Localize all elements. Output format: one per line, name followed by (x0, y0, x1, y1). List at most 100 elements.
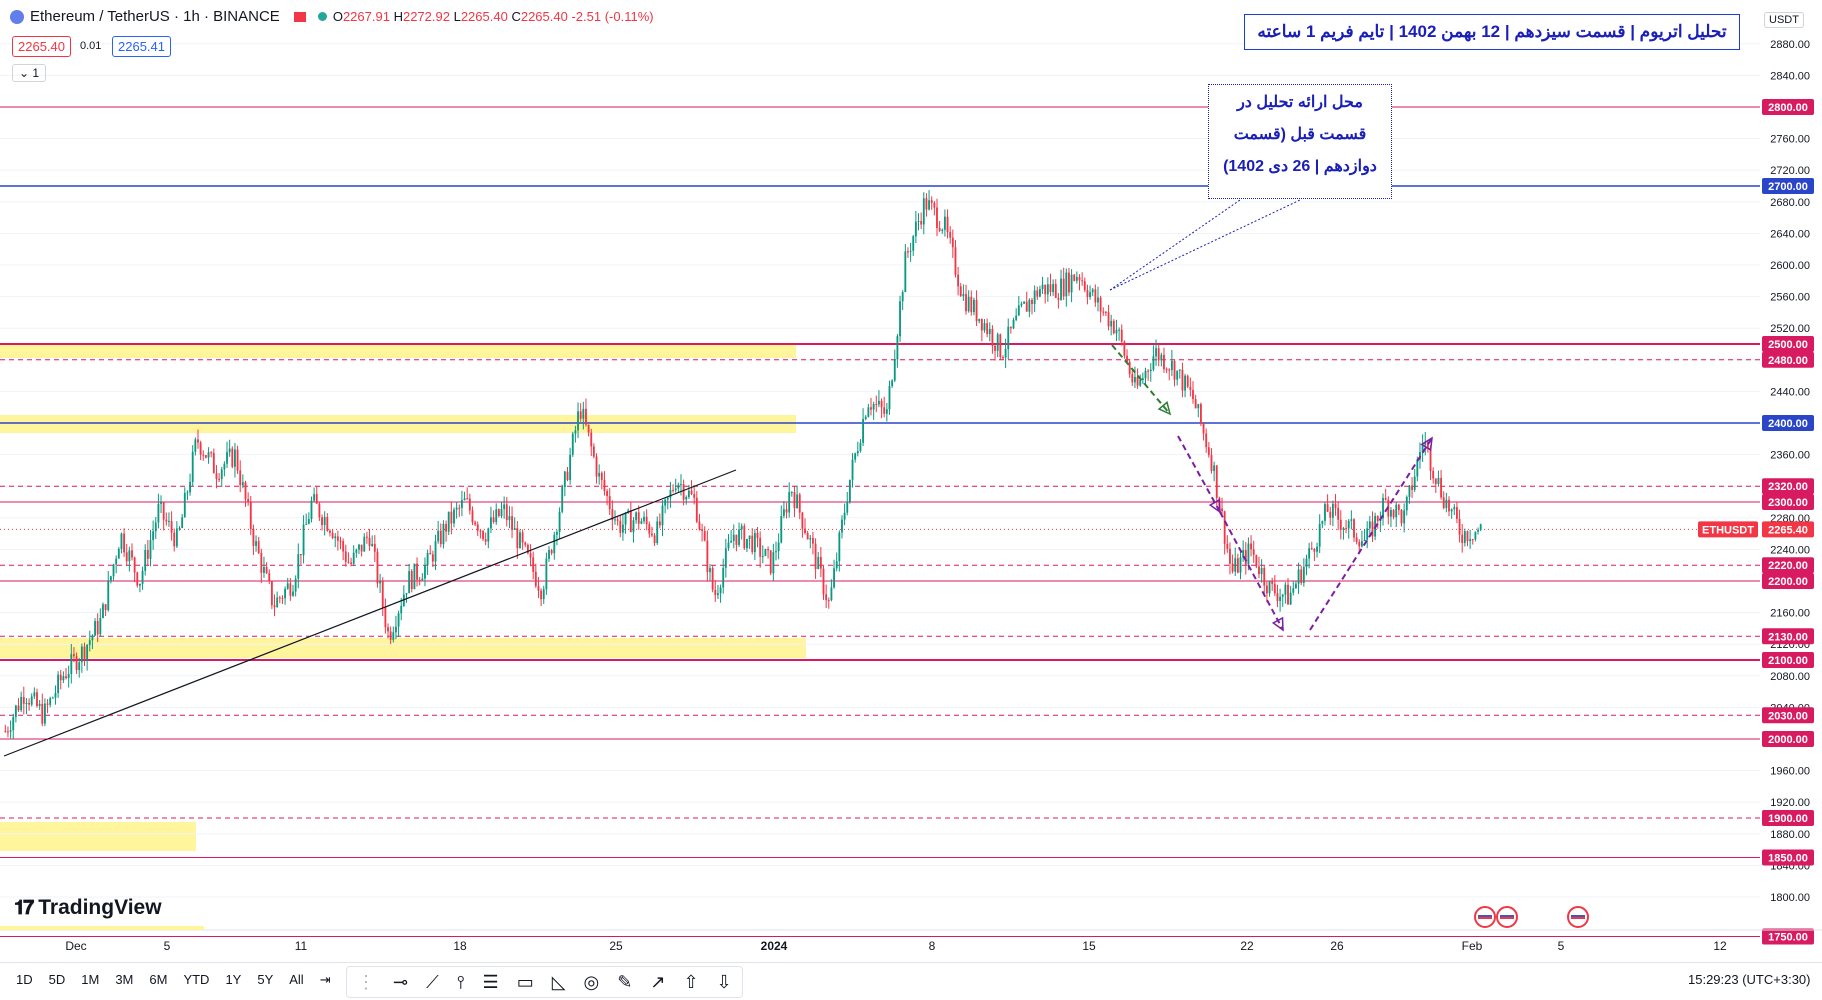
candle (1097, 286, 1099, 312)
arrow-down-icon[interactable]: ⇩ (716, 971, 732, 992)
candle (318, 502, 321, 521)
bottom-toolbar (0, 962, 1822, 1000)
circle-icon[interactable]: ◎ (583, 971, 600, 992)
candle (788, 482, 791, 518)
candle (656, 516, 659, 545)
candle (133, 556, 136, 583)
callout-pointer (1109, 199, 1301, 291)
candle (643, 511, 645, 524)
currency-selector[interactable]: USDT (1764, 12, 1804, 28)
symbol-title[interactable]: Ethereum / TetherUS · 1h · BINANCE (30, 8, 280, 25)
candle (1387, 496, 1390, 525)
range-5y[interactable]: 5Y (257, 972, 274, 987)
level-price-label: 2100.00 (1768, 655, 1808, 667)
horizontal-ray-icon[interactable]: ⊸ (393, 971, 409, 992)
candle (1210, 448, 1213, 474)
arrow-up-icon[interactable]: ⇧ (683, 971, 699, 992)
candle (1054, 279, 1057, 298)
candle (1239, 550, 1242, 580)
candle (1263, 565, 1266, 595)
candle (86, 643, 89, 671)
candle (1442, 491, 1445, 510)
candle (571, 431, 574, 457)
candle (804, 518, 806, 535)
symbol-tag: ETHUSDT (1702, 524, 1754, 536)
candle (1194, 394, 1197, 409)
parallel-channel-icon[interactable]: ☰ (482, 971, 499, 992)
candle (197, 429, 199, 449)
candle (896, 333, 899, 368)
candle (513, 517, 516, 531)
previous-analysis-note[interactable]: محل ارائه تحلیل در قسمت قبل (قسمت دوازده… (1208, 84, 1392, 199)
candle (1131, 367, 1134, 387)
candle (1144, 367, 1147, 384)
candle (73, 647, 75, 663)
candle (1223, 510, 1226, 555)
range-all[interactable]: All (289, 972, 304, 987)
brush-icon[interactable]: ✎ (617, 971, 633, 992)
candle (859, 439, 862, 453)
candle (1405, 495, 1408, 516)
candle (830, 579, 833, 602)
candle (1313, 548, 1316, 562)
level-price-label-bg (1762, 731, 1814, 747)
candle (632, 516, 635, 543)
us-event-flag-icon[interactable] (1496, 906, 1518, 928)
symbol-legend[interactable]: Ethereum / TetherUS · 1h · BINANCE O2267… (10, 8, 654, 25)
range-5d[interactable]: 5D (48, 972, 66, 987)
candle (582, 401, 585, 430)
candle (1334, 494, 1337, 516)
candle (218, 472, 221, 483)
candle (252, 524, 255, 556)
candle (914, 210, 917, 244)
candle (759, 531, 762, 568)
sell-price-button[interactable]: 2265.40 (12, 36, 71, 57)
time-axis[interactable]: Dec 5 11 18 25 2024 8 15 22 26 Feb 5 12 (0, 926, 1822, 953)
candle (1091, 287, 1094, 297)
candle (1461, 524, 1464, 553)
date-range-icon[interactable]: ⇥ (319, 972, 331, 987)
candle (210, 451, 213, 458)
arrow-icon[interactable]: ↗ (650, 971, 666, 992)
triangle-icon[interactable]: ◺ (551, 971, 566, 992)
range-1m[interactable]: 1M (81, 972, 100, 987)
candle (872, 401, 875, 420)
flag-icon[interactable] (293, 11, 306, 22)
drag-handle-icon[interactable]: ⋮ (357, 971, 375, 992)
candle (975, 290, 978, 326)
candle (1020, 301, 1023, 308)
rectangle-icon[interactable]: ▭ (516, 971, 534, 992)
analysis-title[interactable]: تحلیل اتریوم | قسمت سیزدهم | 12 بهمن 140… (1244, 14, 1740, 50)
candle (1221, 497, 1223, 515)
range-1y[interactable]: 1Y (225, 972, 242, 987)
candle (1331, 500, 1334, 527)
candle (96, 613, 99, 643)
candle (365, 531, 368, 544)
trend-line-icon[interactable]: ⟋ (426, 971, 439, 992)
range-3m[interactable]: 3M (115, 972, 134, 987)
range-ytd[interactable]: YTD (183, 972, 210, 987)
indicators-toggle[interactable]: ⌄ 1 (12, 64, 47, 82)
candle (1004, 338, 1007, 369)
candle (563, 470, 566, 497)
candle (611, 500, 614, 531)
candle (761, 545, 764, 564)
buy-price-button[interactable]: 2265.41 (112, 36, 171, 57)
range-1d[interactable]: 1D (16, 972, 33, 987)
candle (1384, 488, 1387, 501)
candle (669, 481, 672, 508)
candle (138, 583, 141, 593)
vertical-line-icon[interactable]: ⫯ (456, 971, 465, 992)
tradingview-logo[interactable]: 𝟏𝟕 TradingView (14, 896, 162, 920)
price-axis[interactable]: 1800.001840.001880.001920.001960.002040.… (1698, 0, 1822, 962)
us-event-flag-icon[interactable] (1474, 906, 1496, 928)
candle (255, 535, 257, 552)
candle (1205, 428, 1208, 453)
us-event-flag-icon[interactable] (1567, 906, 1589, 928)
candle (1033, 285, 1036, 313)
candle (994, 345, 996, 361)
candle (1448, 496, 1450, 517)
candle (732, 524, 735, 549)
range-6m[interactable]: 6M (149, 972, 168, 987)
